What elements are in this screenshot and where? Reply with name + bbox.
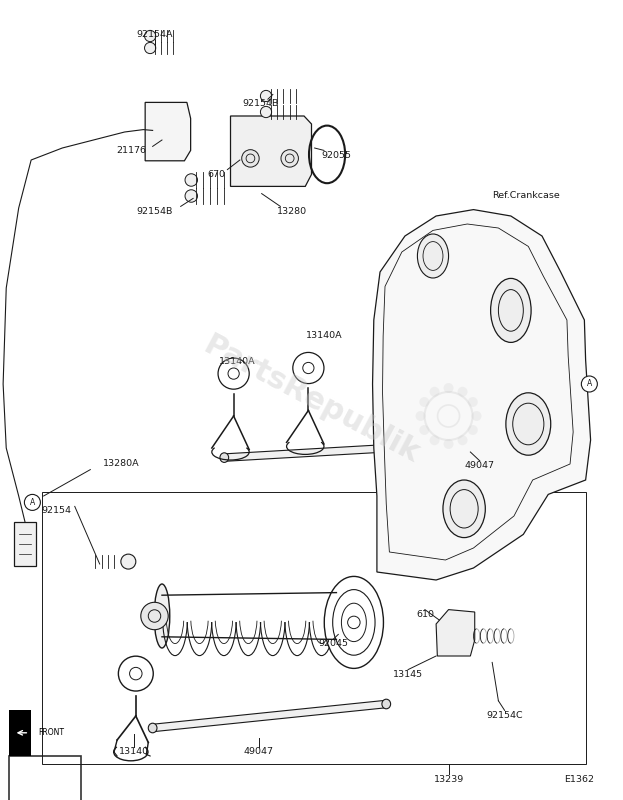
Ellipse shape <box>443 480 485 538</box>
Circle shape <box>281 150 298 167</box>
Ellipse shape <box>468 425 478 435</box>
Polygon shape <box>436 610 475 656</box>
Circle shape <box>260 106 272 118</box>
Circle shape <box>145 30 156 42</box>
Text: FRONT: FRONT <box>38 728 64 738</box>
Text: 13239: 13239 <box>434 775 464 785</box>
Text: 13140A: 13140A <box>219 357 255 366</box>
Circle shape <box>218 358 249 389</box>
Text: E1362: E1362 <box>564 775 594 785</box>
Polygon shape <box>145 102 191 161</box>
Text: 13140A: 13140A <box>306 331 342 341</box>
Polygon shape <box>152 700 387 732</box>
Ellipse shape <box>430 386 440 397</box>
Text: 670: 670 <box>208 170 226 179</box>
Text: 13140: 13140 <box>119 747 149 757</box>
Ellipse shape <box>155 584 169 648</box>
FancyBboxPatch shape <box>9 756 81 800</box>
Ellipse shape <box>430 435 440 446</box>
Circle shape <box>141 602 168 630</box>
Circle shape <box>145 42 156 54</box>
Ellipse shape <box>419 397 429 407</box>
Text: 92154C: 92154C <box>487 711 523 721</box>
Text: 610: 610 <box>416 610 434 619</box>
Text: 92055: 92055 <box>321 150 351 160</box>
Text: 92154B: 92154B <box>136 206 173 216</box>
Ellipse shape <box>382 699 391 709</box>
Ellipse shape <box>416 411 426 421</box>
Text: PartsRepublik: PartsRepublik <box>199 331 424 469</box>
Ellipse shape <box>468 397 478 407</box>
Ellipse shape <box>333 589 346 643</box>
Ellipse shape <box>457 435 467 446</box>
Text: 92154B: 92154B <box>242 99 278 109</box>
Ellipse shape <box>324 576 384 669</box>
Text: Ref.Crankcase: Ref.Crankcase <box>493 190 560 200</box>
Ellipse shape <box>148 723 157 733</box>
Circle shape <box>293 353 324 383</box>
Text: 13280: 13280 <box>277 207 307 217</box>
Circle shape <box>118 656 153 691</box>
Text: 92154: 92154 <box>41 506 71 515</box>
Ellipse shape <box>417 234 449 278</box>
Polygon shape <box>9 710 31 756</box>
Text: 49047: 49047 <box>244 747 273 757</box>
Polygon shape <box>14 522 36 566</box>
Ellipse shape <box>419 425 429 435</box>
Polygon shape <box>373 210 591 580</box>
Text: 92154A: 92154A <box>136 30 173 39</box>
Circle shape <box>242 150 259 167</box>
Text: 49047: 49047 <box>465 461 495 470</box>
Polygon shape <box>231 116 312 186</box>
Ellipse shape <box>457 439 465 449</box>
Circle shape <box>24 494 40 510</box>
Ellipse shape <box>444 439 454 449</box>
Ellipse shape <box>472 411 482 421</box>
Circle shape <box>185 190 197 202</box>
Text: A: A <box>587 379 592 389</box>
Ellipse shape <box>220 453 229 462</box>
Text: A: A <box>30 498 35 507</box>
Ellipse shape <box>457 386 467 397</box>
Ellipse shape <box>444 383 454 393</box>
Text: 92045: 92045 <box>318 639 348 649</box>
Text: 13145: 13145 <box>393 670 423 679</box>
Circle shape <box>185 174 197 186</box>
Circle shape <box>121 554 136 569</box>
Ellipse shape <box>490 278 531 342</box>
Circle shape <box>260 90 272 102</box>
Text: 13280A: 13280A <box>103 459 140 469</box>
Ellipse shape <box>506 393 551 455</box>
Circle shape <box>581 376 597 392</box>
Polygon shape <box>224 440 461 462</box>
Text: 21176: 21176 <box>116 146 146 155</box>
